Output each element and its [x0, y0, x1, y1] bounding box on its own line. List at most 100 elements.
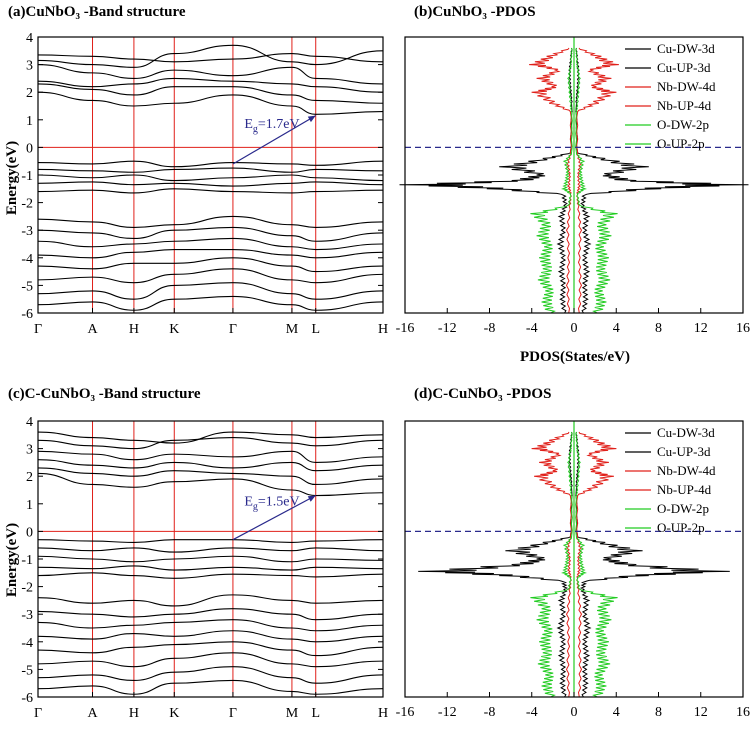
kpoint-label: K: [169, 322, 179, 337]
plot-frame: [37, 36, 384, 314]
legend-entry: O-UP-2p: [657, 136, 705, 151]
band-line: [37, 248, 384, 259]
y-tick-label: -6: [21, 307, 33, 322]
x-tick-label: -4: [526, 321, 538, 336]
panel-a-ylabel: Energy(eV): [4, 141, 20, 215]
gap-label-main: E: [244, 495, 253, 510]
x-tick-label: -16: [396, 705, 415, 720]
pdos-curve-nb-up: [576, 431, 617, 698]
band-line: [37, 53, 384, 63]
band-line: [37, 237, 384, 251]
band-line: [37, 44, 384, 68]
band-line: [37, 174, 384, 182]
gap-label-rest: =1.5eV: [258, 495, 300, 510]
x-tick-label: -16: [396, 321, 415, 336]
y-tick-label: 0: [26, 141, 33, 156]
band-line: [37, 91, 384, 115]
legend-entry: Nb-UP-4d: [657, 98, 712, 113]
kpoint-label: M: [286, 706, 299, 721]
y-tick-label: 4: [26, 31, 33, 46]
band-line: [37, 472, 384, 497]
x-tick-label: 16: [736, 321, 750, 336]
band-line: [37, 652, 384, 668]
kpoint-label: L: [311, 706, 320, 721]
band-line: [37, 459, 384, 472]
band-line: [37, 467, 384, 486]
pdos-curve-cu-dw: [418, 431, 573, 698]
legend-entry: Cu-UP-3d: [657, 60, 711, 75]
x-tick-label: 16: [736, 705, 750, 720]
y-tick-label: -3: [21, 224, 33, 239]
kpoint-label: H: [129, 322, 139, 337]
band-line: [37, 679, 384, 695]
band-line: [37, 547, 384, 553]
pdos-curve-o-dw: [530, 431, 573, 698]
panel-c-title: (c)C-CuNbO₃ -Band structure: [8, 386, 201, 402]
y-tick-label: 1: [26, 498, 33, 513]
x-tick-label: 4: [613, 321, 620, 336]
pdos-curve-nb-dw: [529, 47, 572, 314]
kpoint-label: L: [311, 322, 320, 337]
band-line: [37, 555, 384, 563]
kpoint-label: H: [378, 706, 388, 721]
pdos-curve-o-up: [575, 47, 618, 314]
y-tick-label: 3: [26, 443, 33, 458]
y-tick-label: -3: [21, 608, 33, 623]
x-tick-label: -8: [484, 321, 496, 336]
band-line: [37, 572, 384, 579]
x-tick-label: 4: [613, 705, 620, 720]
y-tick-label: 2: [26, 470, 33, 485]
gap-arrowhead: [307, 495, 316, 502]
band-line: [37, 77, 384, 93]
pdos-curve-nb-dw: [531, 431, 572, 698]
band-line: [37, 257, 384, 273]
y-tick-label: -5: [21, 663, 33, 678]
y-tick-label: 0: [26, 525, 33, 540]
band-line: [37, 295, 384, 311]
x-tick-label: -12: [438, 321, 457, 336]
x-tick-label: 0: [571, 321, 578, 336]
panel-c-ylabel: Energy(eV): [4, 523, 20, 597]
pdos-curve-nb-up: [576, 47, 619, 314]
band-line: [37, 619, 384, 632]
band-structure-panel-c: Γ A H K Γ M L H 4 3 2 1 0 -1 -2 -3 -4 -5 -6 Eg=1.5eV: [21, 415, 388, 721]
legend-entry: Nb-DW-4d: [657, 79, 716, 94]
kpoint-label: Γ: [229, 322, 237, 337]
y-tick-label: -1: [21, 169, 33, 184]
gap-annotation: Eg=1.7eV: [244, 117, 299, 135]
gap-label-main: E: [244, 117, 253, 132]
kpoint-label: Γ: [34, 706, 42, 721]
band-line: [37, 641, 384, 657]
kpoint-label: H: [378, 322, 388, 337]
panel-d-title: (d)C-CuNbO₃ -PDOS: [414, 386, 551, 402]
x-tick-label: 8: [655, 321, 662, 336]
y-tick-label: -2: [21, 581, 33, 596]
band-line: [37, 608, 384, 621]
kpoint-label: K: [169, 706, 179, 721]
panel-b-title: (b)CuNbO₃ -PDOS: [414, 4, 536, 20]
y-tick-label: 4: [26, 415, 33, 430]
x-tick-label: 0: [571, 705, 578, 720]
kpoint-label: Γ: [229, 706, 237, 721]
band-line: [37, 181, 384, 187]
legend-entry: O-DW-2p: [657, 501, 709, 516]
band-line: [37, 431, 384, 444]
kpoint-label: Γ: [34, 322, 42, 337]
gap-label-sub: g: [253, 502, 258, 513]
y-tick-label: -4: [21, 636, 33, 651]
band-line: [37, 282, 384, 300]
gap-arrow: [232, 494, 317, 541]
band-line: [37, 226, 384, 242]
kpoint-label: A: [87, 706, 98, 721]
y-tick-label: -4: [21, 252, 33, 267]
band-line: [37, 539, 384, 543]
band-structure-panel-a: Γ A H K Γ M L H 4 3 2 1 0 -1 -2 -3 -4 -5 -6 Eg=1.7eV: [21, 31, 388, 337]
band-line: [37, 630, 384, 643]
legend-entry: Cu-DW-3d: [657, 425, 715, 440]
pdos-curve-o-up: [575, 431, 618, 698]
x-tick-label: -12: [438, 705, 457, 720]
y-tick-label: 2: [26, 86, 33, 101]
x-tick-label: -8: [484, 705, 496, 720]
kpoint-label: M: [286, 322, 299, 337]
band-line: [37, 565, 384, 571]
